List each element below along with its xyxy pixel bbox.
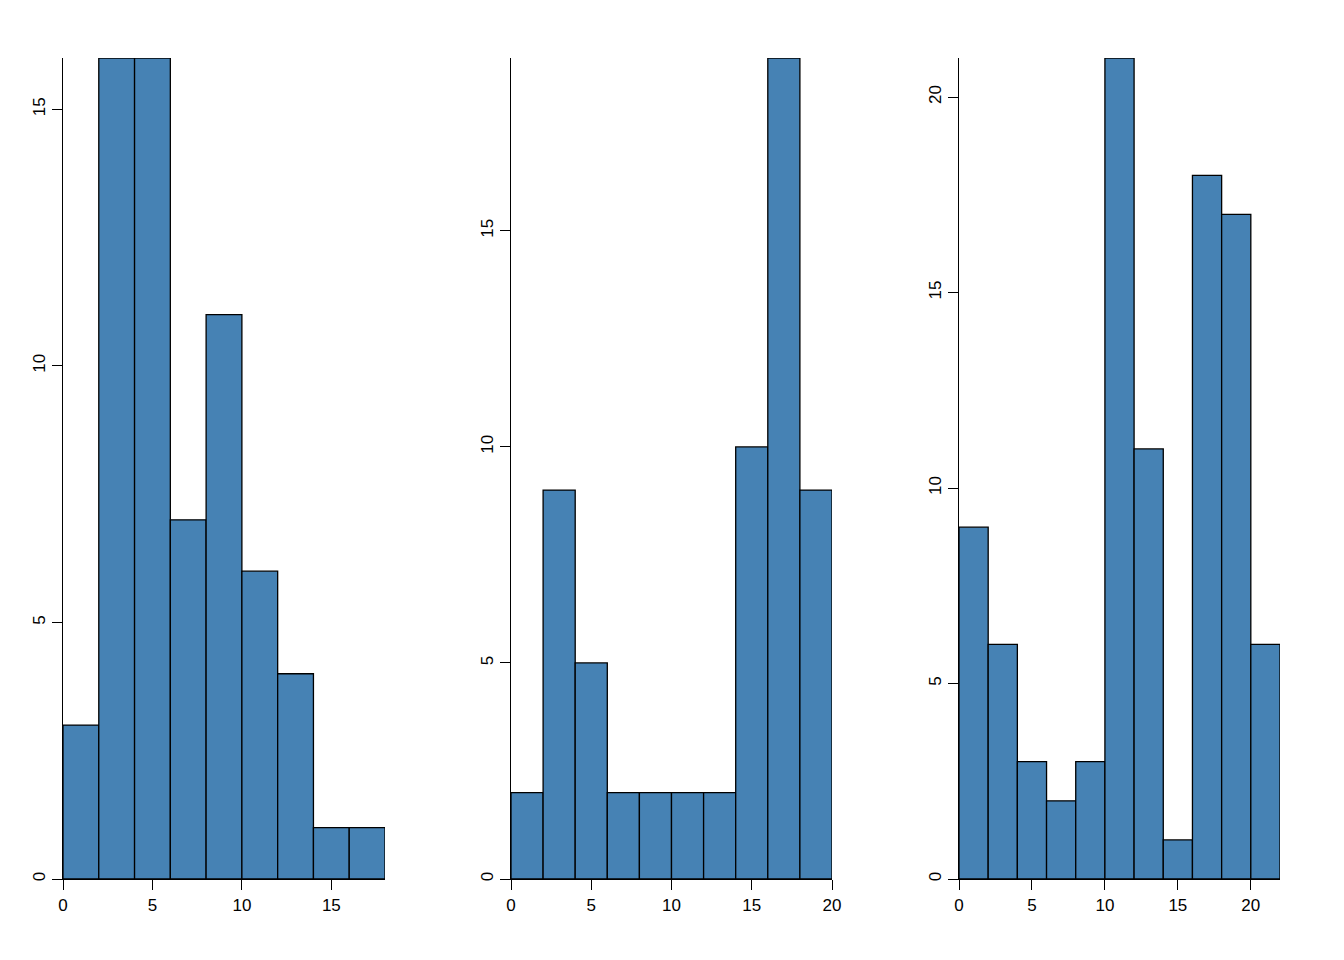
svg-text:5: 5 — [1027, 896, 1036, 915]
svg-text:10: 10 — [926, 476, 945, 495]
svg-text:5: 5 — [587, 896, 596, 915]
svg-text:20: 20 — [1241, 896, 1260, 915]
svg-text:10: 10 — [232, 896, 251, 915]
svg-text:10: 10 — [1095, 896, 1114, 915]
svg-text:15: 15 — [1168, 896, 1187, 915]
svg-text:0: 0 — [926, 872, 945, 881]
svg-text:15: 15 — [926, 281, 945, 300]
svg-text:5: 5 — [478, 656, 497, 665]
svg-text:15: 15 — [478, 219, 497, 238]
svg-text:5: 5 — [30, 615, 49, 624]
svg-text:5: 5 — [926, 676, 945, 685]
svg-text:15: 15 — [322, 896, 341, 915]
svg-text:0: 0 — [478, 872, 497, 881]
svg-text:10: 10 — [30, 354, 49, 373]
svg-text:20: 20 — [823, 896, 842, 915]
svg-text:5: 5 — [148, 896, 157, 915]
svg-text:0: 0 — [506, 896, 515, 915]
svg-text:10: 10 — [662, 896, 681, 915]
svg-text:20: 20 — [926, 85, 945, 104]
svg-text:0: 0 — [954, 896, 963, 915]
svg-text:15: 15 — [742, 896, 761, 915]
svg-text:10: 10 — [478, 435, 497, 454]
svg-text:0: 0 — [30, 872, 49, 881]
svg-text:15: 15 — [30, 97, 49, 116]
svg-text:0: 0 — [58, 896, 67, 915]
